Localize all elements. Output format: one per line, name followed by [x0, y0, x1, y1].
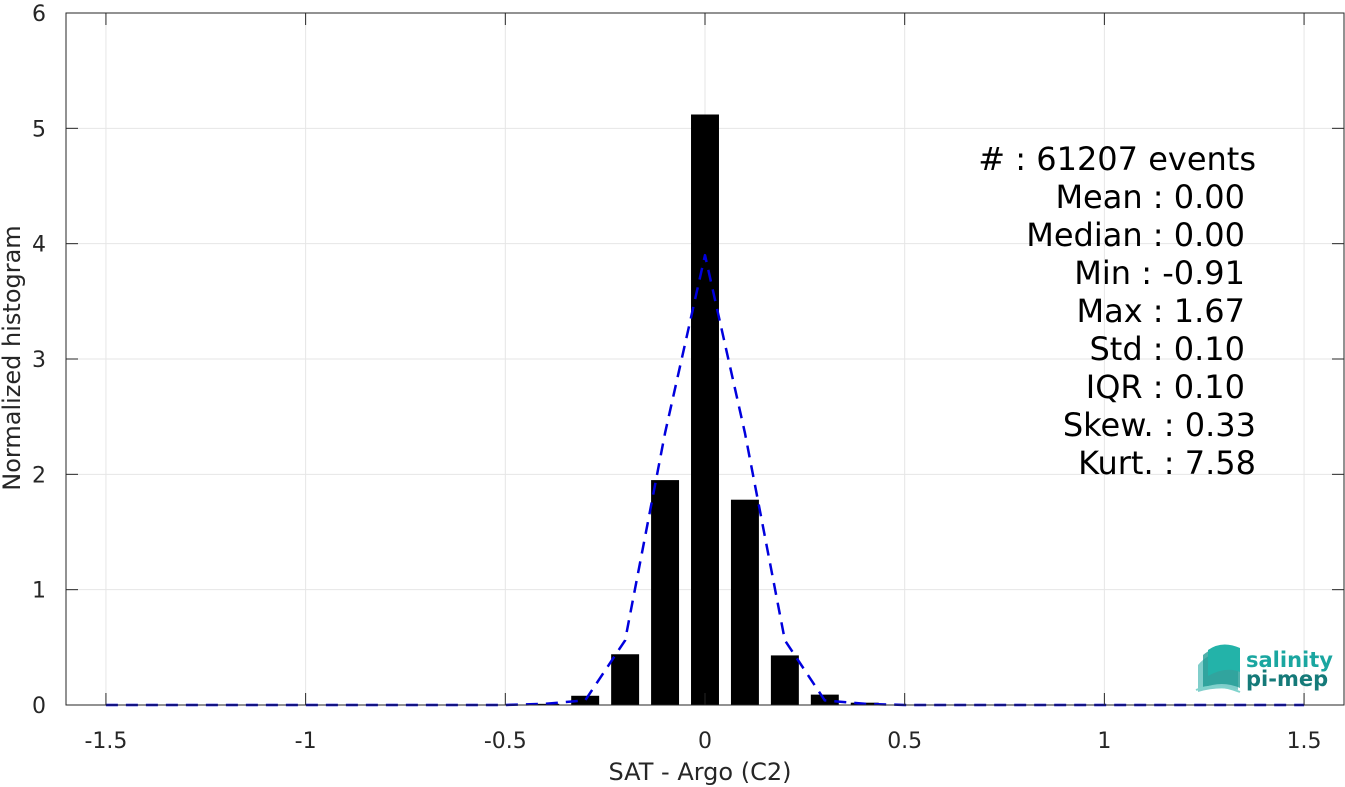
histogram-bar — [611, 654, 640, 705]
histogram-bar — [651, 480, 680, 705]
y-tick-label: 0 — [32, 694, 46, 719]
stats-skew: Skew. : 0.33 — [1063, 406, 1256, 444]
x-tick-label: 1 — [1097, 729, 1111, 754]
stats-kurt: Kurt. : 7.58 — [1078, 444, 1256, 482]
histogram-bar — [571, 695, 600, 705]
histogram-bar — [691, 114, 719, 705]
stats-std: Std : 0.10 — [1089, 330, 1245, 368]
y-tick-label: 6 — [32, 2, 46, 27]
x-tick-label: -1.5 — [84, 729, 127, 754]
stats-median: Median : 0.00 — [1026, 216, 1245, 254]
x-tick-label: -1 — [295, 729, 317, 754]
salinity-pi-mep-logo: salinity pi-mep — [1195, 644, 1333, 693]
stats-iqr: IQR : 0.10 — [1086, 368, 1245, 406]
histogram-bar — [730, 499, 759, 705]
y-tick-label: 2 — [32, 463, 46, 488]
ticks — [66, 12, 1344, 706]
stats-count: # : 61207 events — [978, 140, 1256, 178]
stats-max: Max : 1.67 — [1076, 292, 1245, 330]
x-tick-labels: -1.5 -1 -0.5 0 0.5 1 1.5 — [84, 729, 1321, 754]
histogram-bar — [531, 703, 560, 705]
bars — [531, 114, 879, 705]
stats-box: # : 61207 events Mean : 0.00 Median : 0.… — [978, 140, 1256, 482]
logo-wave-icon — [1195, 644, 1241, 693]
logo-line1: salinity — [1246, 648, 1333, 672]
y-tick-label: 5 — [32, 117, 46, 142]
y-tick-label: 1 — [32, 579, 46, 604]
stats-mean: Mean : 0.00 — [1055, 178, 1245, 216]
x-axis-label: SAT - Argo (C2) — [609, 758, 792, 786]
x-tick-label: 0 — [698, 729, 712, 754]
stats-min: Min : -0.91 — [1074, 254, 1245, 292]
logo-line2: pi-mep — [1246, 667, 1328, 691]
x-tick-label: -0.5 — [484, 729, 527, 754]
histogram-bar — [770, 655, 799, 705]
y-tick-label: 3 — [32, 348, 46, 373]
y-tick-labels: 0 1 2 3 4 5 6 — [32, 2, 46, 719]
x-tick-label: 0.5 — [887, 729, 922, 754]
x-tick-label: 1.5 — [1287, 729, 1322, 754]
y-axis-label: Normalized histogram — [0, 225, 26, 490]
y-tick-label: 4 — [32, 233, 46, 258]
